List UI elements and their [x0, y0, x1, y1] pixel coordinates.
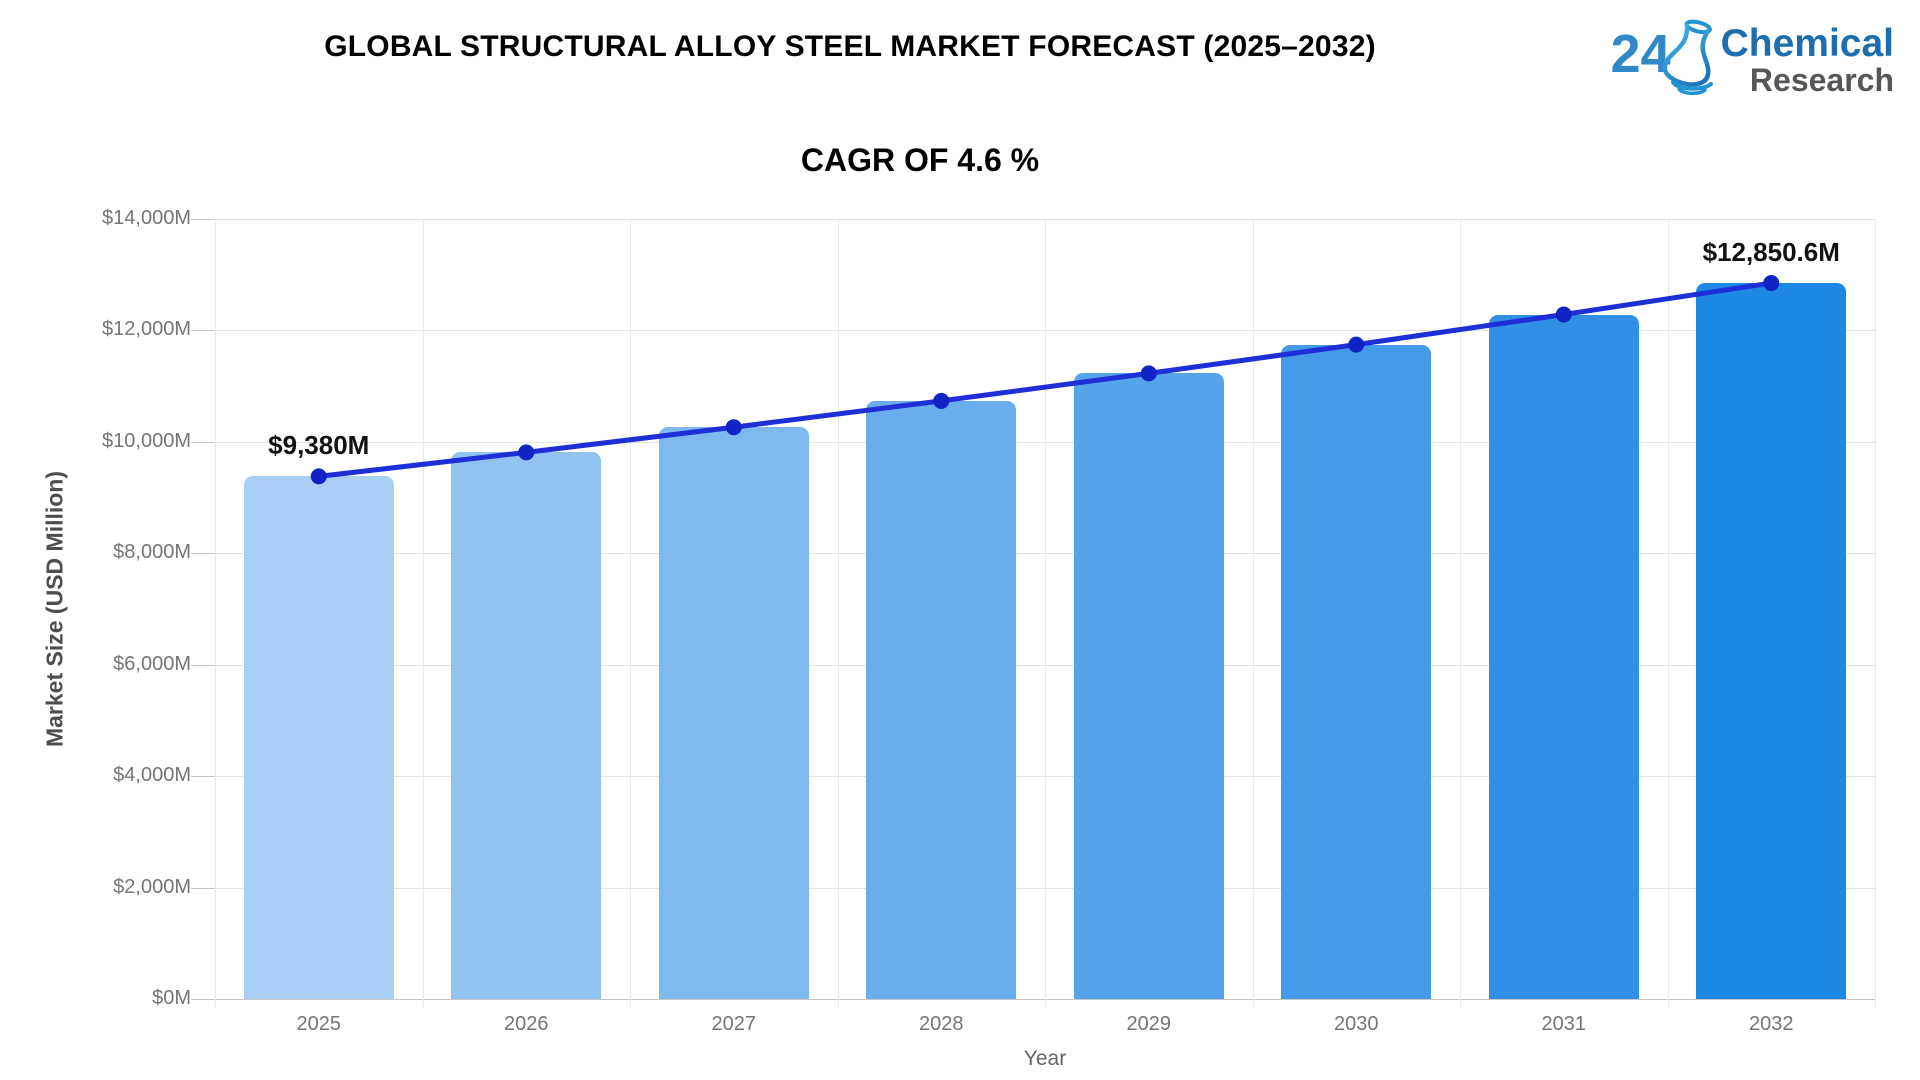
data-point-2026 — [518, 444, 535, 461]
data-point-2030 — [1348, 336, 1365, 353]
bar-value-label: $12,850.6M — [1702, 237, 1840, 268]
y-axis-tick — [191, 999, 215, 1000]
flask-icon — [1661, 16, 1725, 101]
x-axis-tick-label: 2030 — [1334, 1013, 1379, 1035]
logo: 24 Chemical Research — [1611, 16, 1894, 101]
gridline-vertical — [1460, 219, 1461, 1007]
data-point-2027 — [725, 419, 742, 436]
y-axis-tick — [191, 776, 215, 778]
data-point-2028 — [933, 392, 950, 409]
logo-number: 24 — [1610, 24, 1671, 84]
gridline-vertical — [837, 219, 839, 1007]
bar-2025 — [243, 476, 394, 999]
y-axis-tick-label: $8,000M — [113, 541, 191, 564]
logo-research: Research — [1749, 62, 1894, 98]
page-title: GLOBAL STRUCTURAL ALLOY STEEL MARKET FOR… — [324, 30, 1376, 63]
y-axis-tick-label: $14,000M — [102, 207, 191, 229]
y-axis-tick-label: $0M — [152, 987, 191, 1009]
data-point-2029 — [1140, 365, 1157, 382]
gridline-vertical — [1667, 219, 1669, 1007]
x-axis-tick-label: 2026 — [504, 1013, 549, 1035]
gridline-vertical — [215, 219, 216, 1007]
x-axis-title: Year — [1023, 1047, 1067, 1070]
bar-2030 — [1281, 344, 1432, 999]
y-axis-tick — [191, 219, 215, 220]
x-axis-tick-label: 2025 — [296, 1013, 342, 1035]
gridline-vertical — [1045, 219, 1046, 1007]
bar-2028 — [866, 400, 1017, 999]
gridline-vertical — [1252, 219, 1254, 1007]
bar-2029 — [1073, 373, 1224, 999]
logo-chemical: Chemical — [1720, 22, 1894, 65]
gridline-vertical — [422, 219, 424, 1007]
bar-2031 — [1488, 314, 1639, 999]
x-axis-tick-label: 2029 — [1126, 1013, 1172, 1035]
y-axis-tick — [191, 441, 215, 443]
y-axis-tick-label: $12,000M — [102, 318, 191, 341]
chart-plot-area: $0M $2,000M $4,000M $6,000M $8,000M $10,000M $… — [102, 207, 1876, 1035]
bar-2032 — [1696, 283, 1847, 999]
data-point-2031 — [1555, 306, 1572, 323]
gridline-vertical — [630, 219, 631, 1007]
trend-line-layer — [310, 275, 1780, 485]
y-axis-title: Market Size (USD Million) — [41, 470, 68, 748]
trend-line — [316, 280, 1774, 479]
y-axis-tick — [191, 887, 215, 889]
data-point-2032 — [1763, 275, 1780, 292]
y-axis-tick — [191, 330, 215, 332]
y-axis-tick-label: $4,000M — [113, 764, 191, 787]
x-axis-tick-label: 2031 — [1541, 1013, 1587, 1035]
logo-text: Chemical Research — [1721, 24, 1894, 97]
x-axis-tick-label: 2028 — [919, 1013, 964, 1035]
bar-2027 — [658, 427, 809, 999]
data-point-2025 — [310, 468, 327, 485]
gridline-vertical — [1875, 219, 1876, 1007]
y-axis-tick — [191, 664, 215, 666]
y-axis-tick-label: $10,000M — [102, 429, 191, 452]
y-axis-tick-label: $2,000M — [113, 875, 191, 898]
x-axis-tick-label: 2032 — [1749, 1013, 1794, 1035]
y-axis-tick — [191, 553, 215, 555]
chart-subtitle: CAGR OF 4.6 % — [800, 142, 1040, 178]
x-axis-tick-label: 2027 — [711, 1013, 757, 1035]
bar-value-label: $9,380M — [268, 430, 370, 461]
bar-2026 — [451, 452, 602, 999]
y-axis-tick-label: $6,000M — [113, 652, 191, 675]
